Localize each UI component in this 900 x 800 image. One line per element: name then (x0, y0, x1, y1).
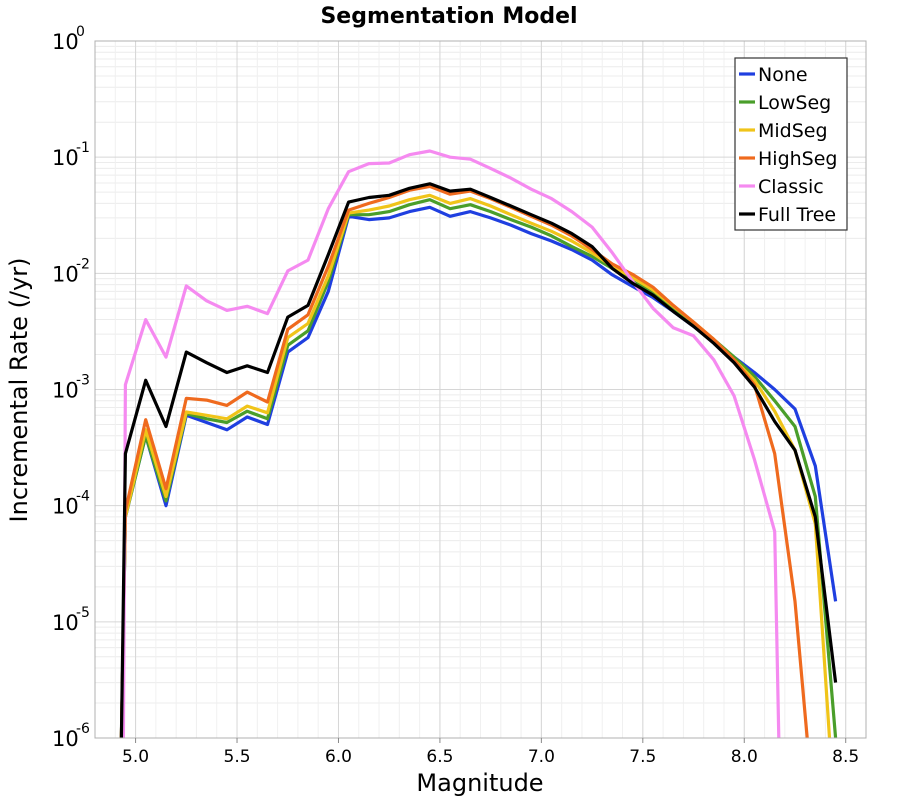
y-tick-label: 10 (52, 30, 79, 54)
legend: None LowSeg MidSeg HighSeg Classic Full Tree (734, 57, 848, 231)
y-tick-label: 10 (52, 146, 79, 170)
y-tick-exponent: -4 (76, 489, 90, 505)
legend-box (734, 57, 848, 231)
legend-entry: HighSeg (758, 148, 837, 170)
y-tick-exponent: -6 (76, 721, 90, 737)
x-tick-label: 8.5 (832, 747, 859, 767)
series-line-full-tree (119, 182, 838, 738)
y-tick-exponent: 0 (76, 24, 85, 40)
x-tick-label: 5.0 (122, 747, 149, 767)
x-tick-label: 7.5 (629, 747, 656, 767)
y-tick-label: 10 (52, 379, 79, 403)
series-line-classic (121, 149, 781, 738)
y-tick-exponent: -3 (76, 373, 90, 389)
y-tick-label: 10 (52, 727, 79, 751)
y-tick-exponent: -1 (76, 140, 90, 156)
plot-frame (94, 40, 867, 739)
chart-title: Segmentation Model (320, 4, 577, 29)
y-axis-label: Incremental Rate (/yr) (5, 258, 33, 523)
x-tick-label: 8.0 (731, 747, 758, 767)
y-tick-label: 10 (52, 495, 79, 519)
series-line-highseg (119, 184, 809, 738)
legend-entry: LowSeg (758, 92, 831, 114)
axes (94, 40, 867, 739)
legend-entry: MidSeg (758, 120, 828, 142)
series-layer (119, 149, 838, 738)
x-axis-ticks: 5.0 5.5 6.0 6.5 7.0 7.5 8.0 8.5 (122, 738, 859, 767)
x-tick-label: 6.5 (426, 747, 453, 767)
legend-entry: Full Tree (758, 204, 836, 226)
legend-entry: None (758, 64, 808, 86)
x-tick-label: 5.5 (224, 747, 251, 767)
x-tick-label: 6.0 (325, 747, 352, 767)
y-tick-exponent: -5 (76, 605, 90, 621)
x-tick-label: 7.0 (528, 747, 555, 767)
y-tick-exponent: -2 (76, 256, 90, 272)
y-tick-label: 10 (52, 262, 79, 286)
x-axis-label: Magnitude (416, 769, 543, 797)
series-group (119, 149, 838, 738)
y-tick-label: 10 (52, 611, 79, 635)
legend-entry: Classic (758, 176, 824, 198)
